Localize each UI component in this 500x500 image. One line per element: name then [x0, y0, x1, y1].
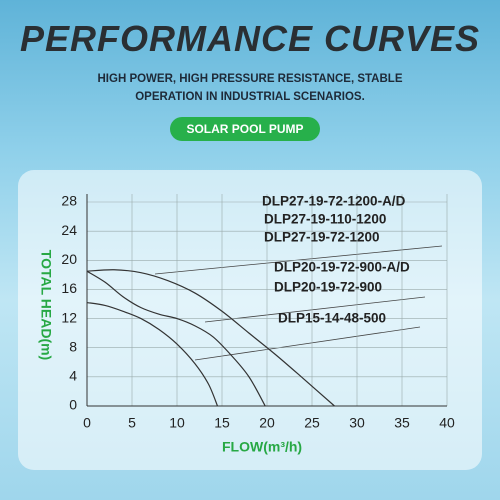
curve-label: DLP27-19-110-1200 — [264, 212, 386, 227]
y-axis-label: TOTAL HEAD(m) — [38, 250, 54, 360]
leader-line — [194, 326, 421, 361]
y-tick-label: 28 — [61, 193, 77, 209]
x-tick-label: 35 — [394, 415, 410, 431]
curve — [86, 301, 219, 407]
curve-label: DLP27-19-72-1200 — [264, 230, 380, 245]
x-tick-label: 15 — [214, 415, 230, 431]
curve — [86, 269, 335, 407]
y-tick-label: 24 — [61, 222, 77, 238]
x-tick-label: 20 — [259, 415, 275, 431]
x-tick-label: 30 — [349, 415, 365, 431]
curve-label: DLP20-19-72-900-A/D — [274, 260, 410, 275]
badge: SOLAR POOL PUMP — [170, 117, 320, 141]
y-tick-label: 0 — [69, 397, 77, 413]
x-tick-label: 40 — [439, 415, 455, 431]
x-tick-label: 10 — [169, 415, 185, 431]
y-tick-label: 8 — [69, 338, 77, 354]
x-tick-label: 0 — [83, 415, 91, 431]
title: PERFORMANCE CURVES — [19, 18, 481, 59]
curve-label: DLP15-14-48-500 — [278, 311, 386, 326]
curve — [86, 270, 266, 407]
x-tick-label: 25 — [304, 415, 320, 431]
x-tick-label: 5 — [128, 415, 136, 431]
chart-panel — [18, 170, 482, 470]
y-tick-label: 4 — [69, 368, 77, 384]
y-tick-label: 16 — [61, 280, 77, 296]
leader-line — [204, 296, 426, 323]
x-axis-label: FLOW(m³/h) — [222, 439, 302, 455]
y-tick-label: 12 — [61, 309, 77, 325]
subtitle: HIGH POWER, HIGH PRESSURE RESISTANCE, ST… — [97, 73, 403, 103]
y-tick-label: 20 — [61, 251, 77, 267]
curve-label: DLP20-19-72-900 — [274, 280, 382, 295]
curve-label: DLP27-19-72-1200-A/D — [262, 194, 406, 209]
